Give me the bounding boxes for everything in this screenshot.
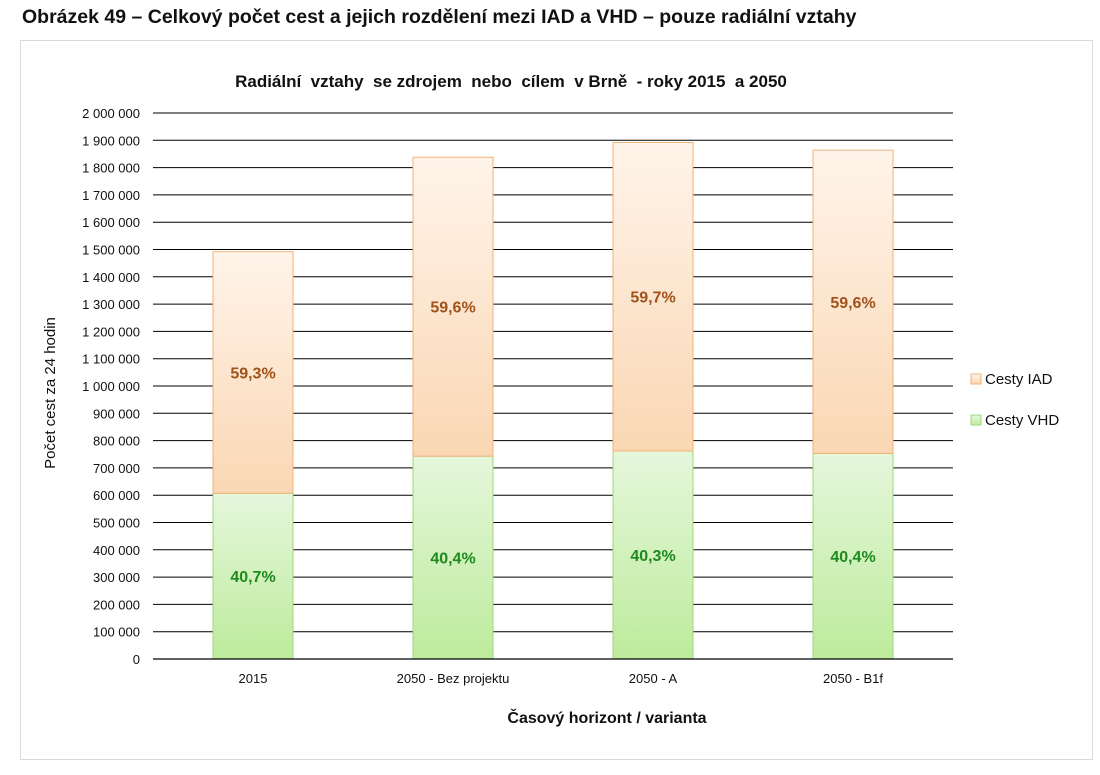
bar-segment-iad (812, 149, 894, 454)
bar-segment-iad (212, 251, 294, 494)
data-label: 40,4% (430, 551, 475, 568)
y-tick-label: 500 000 (93, 516, 140, 531)
chart-title: Radiální vztahy se zdrojem nebo cílem v … (235, 72, 787, 91)
y-tick-label: 700 000 (93, 461, 140, 476)
y-tick-label: 200 000 (93, 597, 140, 612)
y-tick-label: 1 200 000 (82, 324, 140, 339)
y-tick-label: 1 000 000 (82, 379, 140, 394)
stacked-bar-chart: Radiální vztahy se zdrojem nebo cílem v … (42, 72, 1059, 727)
legend-swatch (970, 373, 982, 385)
y-tick-label: 600 000 (93, 488, 140, 503)
bar-segment-vhd (612, 450, 694, 660)
legend: Cesty IAD Cesty VHD (970, 371, 1059, 429)
data-label: 40,3% (630, 548, 675, 565)
y-tick-label: 1 400 000 (82, 270, 140, 285)
x-axis-label: Časový horizont / varianta (507, 708, 706, 727)
y-axis-label: Počet cest za 24 hodin (42, 317, 59, 469)
y-tick-label: 1 600 000 (82, 215, 140, 230)
y-tick-label: 2 000 000 (82, 106, 140, 121)
x-tick-label: 2050 - A (629, 671, 678, 686)
bar-segment-iad (612, 141, 694, 452)
x-tick-label: 2015 (239, 671, 268, 686)
y-tick-label: 0 (133, 652, 140, 667)
y-tick-label: 1 100 000 (82, 352, 140, 367)
x-tick-label: 2050 - Bez projektu (397, 671, 510, 686)
data-label: 59,6% (830, 295, 875, 312)
legend-label: Cesty VHD (985, 412, 1059, 429)
bar-segment-vhd (212, 492, 294, 660)
figure-caption: Obrázek 49 – Celkový počet cest a jejich… (22, 6, 857, 28)
y-tick-label: 300 000 (93, 570, 140, 585)
data-label: 59,7% (630, 290, 675, 307)
data-label: 40,4% (830, 549, 875, 566)
x-tick-label: 2050 - B1f (823, 671, 883, 686)
data-label: 59,6% (430, 300, 475, 317)
y-tick-label: 800 000 (93, 434, 140, 449)
y-tick-label: 1 500 000 (82, 243, 140, 258)
bar-segment-iad (412, 156, 494, 457)
legend-label: Cesty IAD (985, 371, 1053, 388)
y-tick-label: 1 800 000 (82, 161, 140, 176)
legend-swatch (970, 414, 982, 426)
chart-frame: Radiální vztahy se zdrojem nebo cílem v … (20, 40, 1093, 760)
y-tick-label: 1 700 000 (82, 188, 140, 203)
y-tick-label: 1 900 000 (82, 133, 140, 148)
y-tick-label: 100 000 (93, 625, 140, 640)
data-label: 59,3% (230, 365, 275, 382)
y-tick-label: 400 000 (93, 543, 140, 558)
data-label: 40,7% (230, 569, 275, 586)
y-tick-label: 1 300 000 (82, 297, 140, 312)
y-tick-label: 900 000 (93, 406, 140, 421)
bar-segment-vhd (412, 455, 494, 660)
bar-segment-vhd (812, 452, 894, 660)
